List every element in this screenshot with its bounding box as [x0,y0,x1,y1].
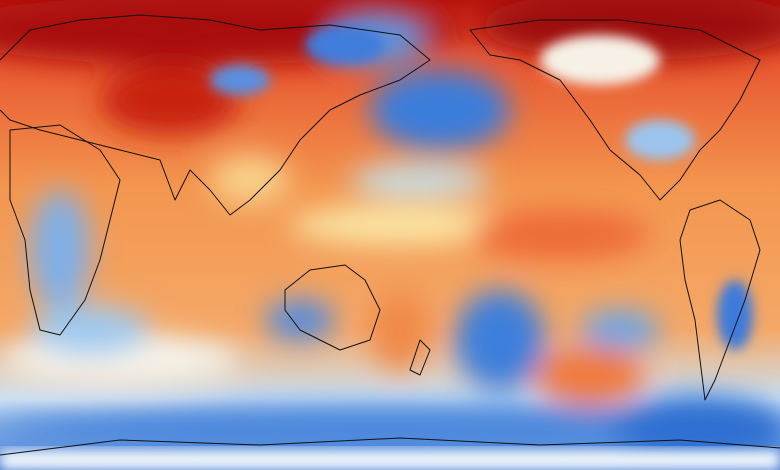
south-america-outline [679,199,761,401]
africa-outline [9,124,121,336]
north-america-outline [469,19,761,201]
australia-outline [284,264,381,351]
new-zealand-outline [409,339,431,376]
coastlines [0,14,780,456]
antarctica [0,450,780,470]
eurasia-outline [0,14,431,216]
antarctica-outline [0,437,780,456]
land-patches [210,25,753,350]
